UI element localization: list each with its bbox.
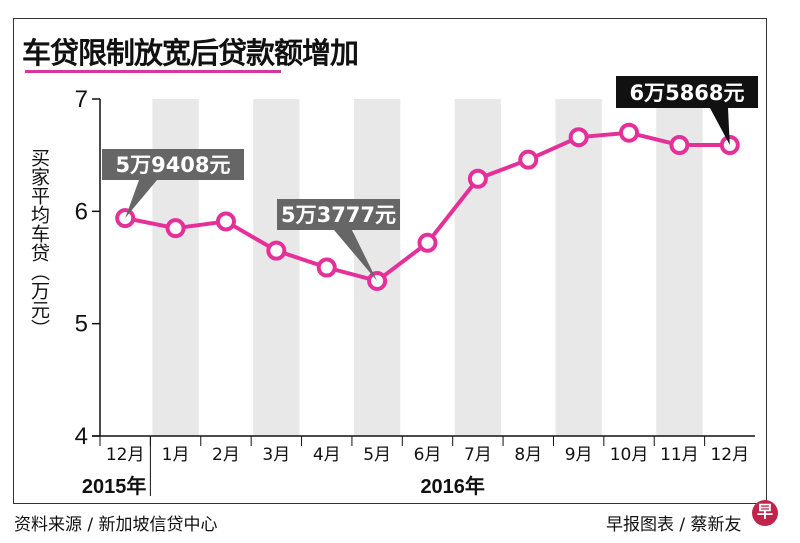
data-point xyxy=(568,127,589,148)
source-note: 资料来源 / 新加坡信贷中心 xyxy=(14,515,218,535)
year-label: 2015年 xyxy=(82,474,147,498)
callout-label: 5万3777元 xyxy=(281,203,396,227)
column-band xyxy=(555,99,602,436)
x-tick-label: 2月 xyxy=(212,445,240,465)
callout-box xyxy=(102,149,244,180)
y-tick-label: 5 xyxy=(75,311,88,338)
data-point xyxy=(316,257,337,278)
y-tick-label: 4 xyxy=(75,423,88,450)
year-label: 2016年 xyxy=(420,474,485,498)
credit-note: 早报图表 / 蔡新友 xyxy=(606,515,742,535)
data-point xyxy=(417,232,438,253)
callout-label: 5万9408元 xyxy=(115,153,230,177)
callout-pointer xyxy=(710,108,730,146)
column-band xyxy=(454,99,502,436)
data-point xyxy=(467,168,488,189)
callout-pointer xyxy=(125,180,157,219)
x-tick-label: 8月 xyxy=(514,445,542,465)
callout-box xyxy=(616,76,758,108)
x-tick-label: 11月 xyxy=(660,445,699,465)
column-band xyxy=(253,99,300,436)
y-axis-label: 买家平均车贷（万元） xyxy=(28,148,50,338)
x-tick-label: 6月 xyxy=(414,445,442,465)
chart-frame xyxy=(13,18,767,504)
data-point xyxy=(215,211,236,232)
x-tick-label: 4月 xyxy=(313,445,341,465)
x-tick-label: 3月 xyxy=(262,445,290,465)
data-point xyxy=(518,149,539,170)
y-tick-label: 7 xyxy=(75,86,88,113)
x-tick-label: 12月 xyxy=(710,445,749,465)
callout-pointer xyxy=(334,230,378,281)
data-point xyxy=(266,240,287,261)
data-point xyxy=(165,218,186,239)
x-tick-label: 5月 xyxy=(363,445,391,465)
x-tick-label: 9月 xyxy=(565,445,593,465)
callout-box xyxy=(277,199,400,230)
callout-label: 6万5868元 xyxy=(629,81,744,105)
y-tick-label: 6 xyxy=(75,198,88,225)
data-point xyxy=(619,122,640,143)
x-tick-label: 10月 xyxy=(610,445,649,465)
column-band xyxy=(656,99,703,436)
title-underline xyxy=(25,70,281,73)
publisher-logo: 早 xyxy=(752,500,778,526)
chart-title: 车贷限制放宽后贷款额增加 xyxy=(22,36,359,70)
x-tick-label: 7月 xyxy=(464,445,492,465)
data-point xyxy=(669,135,690,156)
x-tick-label: 12月 xyxy=(106,445,145,465)
x-tick-label: 1月 xyxy=(162,445,190,465)
